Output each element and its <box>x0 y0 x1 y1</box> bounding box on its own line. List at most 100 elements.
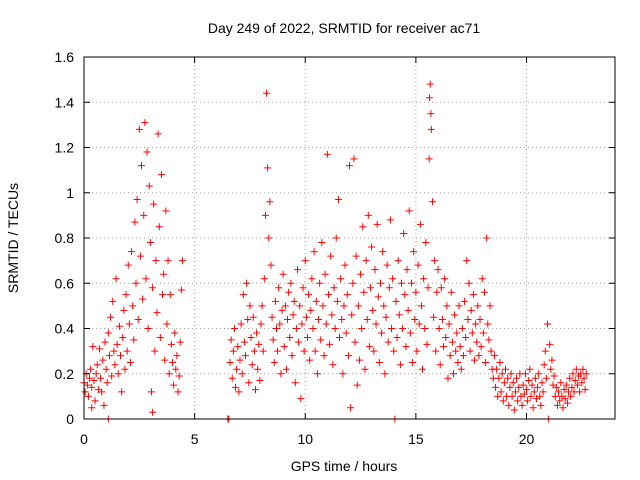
data-point <box>425 155 433 163</box>
data-point <box>541 347 549 355</box>
data-point <box>576 388 584 396</box>
data-point <box>275 284 283 292</box>
data-point <box>108 372 116 380</box>
data-point <box>555 388 563 396</box>
data-point <box>475 352 483 360</box>
y-tick-label: 0.2 <box>55 366 75 382</box>
data-point <box>568 383 576 391</box>
data-point <box>307 306 315 314</box>
data-point <box>447 288 455 296</box>
data-point <box>98 388 106 396</box>
data-point <box>315 315 323 323</box>
data-point <box>331 325 339 332</box>
data-point <box>281 302 289 310</box>
data-point <box>347 404 355 412</box>
data-point <box>378 329 386 337</box>
data-point <box>136 252 144 260</box>
data-point <box>500 379 508 387</box>
data-point <box>372 320 380 328</box>
data-point <box>164 257 172 265</box>
data-point <box>300 347 308 355</box>
points-layer <box>80 80 590 423</box>
data-point <box>560 386 568 394</box>
data-point <box>349 279 357 287</box>
tick-labels: 0 0.2 0.4 0.6 0.8 1 1.2 1.4 1.6 0 5 10 15 20 <box>55 49 535 447</box>
data-point <box>571 377 579 385</box>
data-point <box>261 211 269 219</box>
data-point <box>86 374 94 382</box>
data-point <box>351 338 359 346</box>
data-point <box>249 313 257 321</box>
data-point <box>453 329 461 337</box>
data-point <box>572 365 580 373</box>
data-point <box>129 302 137 310</box>
y-tick-label: 0.4 <box>55 321 75 337</box>
data-point <box>413 347 421 355</box>
data-point <box>320 352 328 360</box>
data-point <box>291 379 299 387</box>
data-point <box>246 302 254 310</box>
data-point <box>524 397 532 405</box>
data-point <box>468 329 476 337</box>
data-point <box>95 345 103 353</box>
data-point <box>484 320 492 328</box>
data-point <box>403 266 411 274</box>
data-point <box>289 311 297 319</box>
data-point <box>493 365 501 373</box>
data-point <box>362 257 370 265</box>
data-point <box>514 397 522 405</box>
data-point <box>528 381 536 389</box>
data-point <box>126 358 134 366</box>
data-point <box>255 340 263 348</box>
data-point <box>538 379 546 387</box>
data-point <box>379 248 387 256</box>
data-point <box>319 302 327 310</box>
data-point <box>382 313 390 321</box>
data-point <box>243 279 251 287</box>
data-point <box>501 365 509 373</box>
data-point <box>115 322 123 330</box>
data-point <box>480 288 488 296</box>
data-point <box>87 365 95 373</box>
data-point <box>459 352 467 360</box>
data-point <box>253 329 261 337</box>
data-point <box>539 388 547 396</box>
data-point <box>92 370 100 378</box>
data-point <box>233 365 241 373</box>
data-point <box>346 162 353 170</box>
data-point <box>298 320 306 328</box>
data-point <box>547 365 555 373</box>
data-point <box>290 297 298 305</box>
data-point <box>509 379 517 387</box>
data-point <box>482 358 490 366</box>
data-point <box>154 130 162 138</box>
data-point <box>132 279 140 287</box>
data-point <box>140 211 148 219</box>
data-point <box>104 329 112 337</box>
data-point <box>142 275 150 283</box>
data-point <box>257 320 265 328</box>
data-point <box>270 358 278 366</box>
data-point <box>550 372 558 380</box>
data-point <box>368 243 376 251</box>
data-point <box>421 325 429 332</box>
data-point <box>124 261 132 269</box>
data-point <box>406 329 414 337</box>
data-point <box>302 313 310 321</box>
data-point <box>427 125 435 133</box>
data-point <box>134 315 142 323</box>
data-point <box>412 288 420 296</box>
data-point <box>240 338 248 346</box>
data-point <box>559 404 567 412</box>
data-point <box>88 404 96 412</box>
data-point <box>463 257 471 265</box>
data-point <box>161 356 169 364</box>
data-point <box>247 334 255 342</box>
data-point <box>91 397 99 405</box>
data-point <box>344 352 352 360</box>
data-point <box>518 401 526 409</box>
x-tick-label: 5 <box>191 431 199 447</box>
data-point <box>227 336 235 344</box>
data-point <box>308 275 316 283</box>
y-tick-label: 1.2 <box>55 140 75 156</box>
